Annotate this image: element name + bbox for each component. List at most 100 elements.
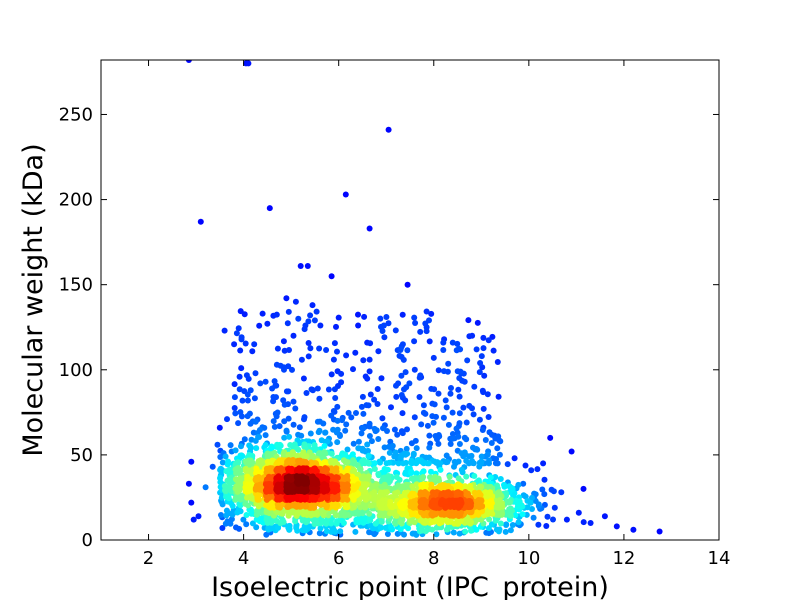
data-point [334, 403, 341, 410]
data-point [486, 457, 493, 464]
data-point [241, 436, 248, 443]
data-point [228, 516, 235, 523]
data-point [446, 473, 453, 480]
data-point [344, 496, 351, 503]
data-point [485, 337, 492, 344]
data-point [450, 529, 457, 536]
data-point [466, 333, 473, 340]
data-point [485, 414, 492, 420]
data-point [361, 514, 367, 521]
data-point [217, 474, 224, 481]
data-point [190, 516, 197, 523]
data-point [509, 522, 516, 528]
data-point [535, 521, 542, 528]
data-point [440, 339, 447, 346]
data-point [469, 460, 476, 466]
data-point [426, 317, 432, 324]
data-point [445, 360, 452, 367]
data-point [352, 528, 359, 535]
data-point [238, 336, 245, 343]
data-point [314, 418, 321, 425]
data-point [292, 405, 299, 412]
data-point [293, 479, 300, 486]
data-point [214, 441, 221, 448]
data-point [312, 460, 319, 467]
data-point [307, 312, 314, 319]
data-point [221, 483, 228, 489]
data-point [366, 356, 373, 363]
data-point [385, 126, 392, 133]
data-point [379, 328, 386, 334]
data-point [515, 481, 522, 488]
data-point [280, 338, 287, 345]
y-tick-label: 100 [59, 360, 93, 381]
data-point [334, 348, 340, 355]
data-point [380, 425, 386, 432]
data-point [496, 501, 503, 508]
data-point [329, 525, 336, 532]
data-point [303, 479, 310, 486]
data-point [456, 530, 463, 537]
data-point [418, 504, 425, 510]
data-point [345, 409, 352, 416]
data-point [330, 426, 337, 433]
data-point [224, 461, 231, 468]
data-point [455, 386, 462, 393]
data-point [202, 484, 209, 491]
data-point [463, 419, 470, 426]
data-point [429, 526, 436, 533]
data-point [231, 394, 238, 401]
data-point [286, 347, 292, 353]
data-point [351, 486, 358, 492]
data-point [252, 437, 259, 444]
data-point [334, 417, 341, 424]
data-point [245, 488, 252, 495]
data-point [370, 484, 377, 491]
data-point [408, 457, 415, 464]
data-point [334, 426, 341, 433]
data-point [188, 458, 195, 465]
data-point [494, 482, 500, 489]
data-point [289, 509, 296, 516]
data-point [464, 357, 471, 364]
data-point [416, 394, 423, 400]
data-point [397, 454, 404, 461]
data-point [453, 425, 460, 432]
data-point [407, 499, 414, 506]
data-point [219, 459, 226, 466]
data-point [435, 390, 442, 397]
data-point [248, 510, 255, 517]
data-point [394, 431, 401, 438]
data-point [266, 205, 273, 212]
data-point [323, 504, 330, 511]
data-point [452, 490, 459, 497]
data-point [256, 322, 263, 329]
data-point [463, 457, 470, 464]
data-point [613, 523, 620, 530]
data-point [370, 525, 376, 532]
data-point [323, 528, 330, 535]
data-point [292, 298, 299, 305]
plot-frame [100, 59, 720, 541]
data-point [366, 225, 373, 232]
data-point [371, 460, 378, 467]
data-point [463, 473, 470, 480]
data-point [293, 503, 300, 510]
data-point [434, 459, 441, 466]
data-point [320, 512, 327, 519]
data-point [233, 524, 239, 531]
data-point [343, 483, 350, 490]
data-point [249, 459, 256, 466]
data-point [269, 385, 276, 392]
data-point [257, 380, 264, 387]
data-point [455, 498, 462, 505]
data-point [428, 310, 435, 317]
data-point [185, 480, 192, 487]
data-point [281, 366, 287, 373]
data-point [484, 391, 491, 398]
data-point [216, 424, 223, 431]
data-point [462, 528, 469, 535]
data-point [413, 460, 420, 467]
data-point [328, 412, 335, 419]
